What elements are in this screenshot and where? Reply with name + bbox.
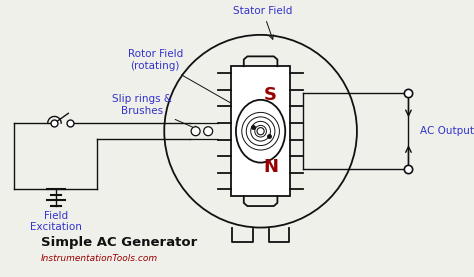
Circle shape [204, 127, 213, 136]
Text: N: N [263, 158, 278, 176]
Text: Field
Excitation: Field Excitation [30, 211, 82, 232]
Text: InstrumentationTools.com: InstrumentationTools.com [41, 254, 158, 263]
Circle shape [257, 128, 264, 135]
Text: Simple AC Generator: Simple AC Generator [41, 236, 197, 249]
Text: AC Output: AC Output [419, 126, 474, 136]
Bar [231, 66, 290, 196]
Text: S: S [264, 86, 277, 104]
Text: Slip rings &
Brushes: Slip rings & Brushes [112, 94, 198, 130]
Text: Stator Field: Stator Field [233, 6, 292, 39]
Text: Rotor Field
(rotating): Rotor Field (rotating) [128, 49, 242, 109]
Ellipse shape [236, 100, 285, 163]
Circle shape [191, 127, 200, 136]
